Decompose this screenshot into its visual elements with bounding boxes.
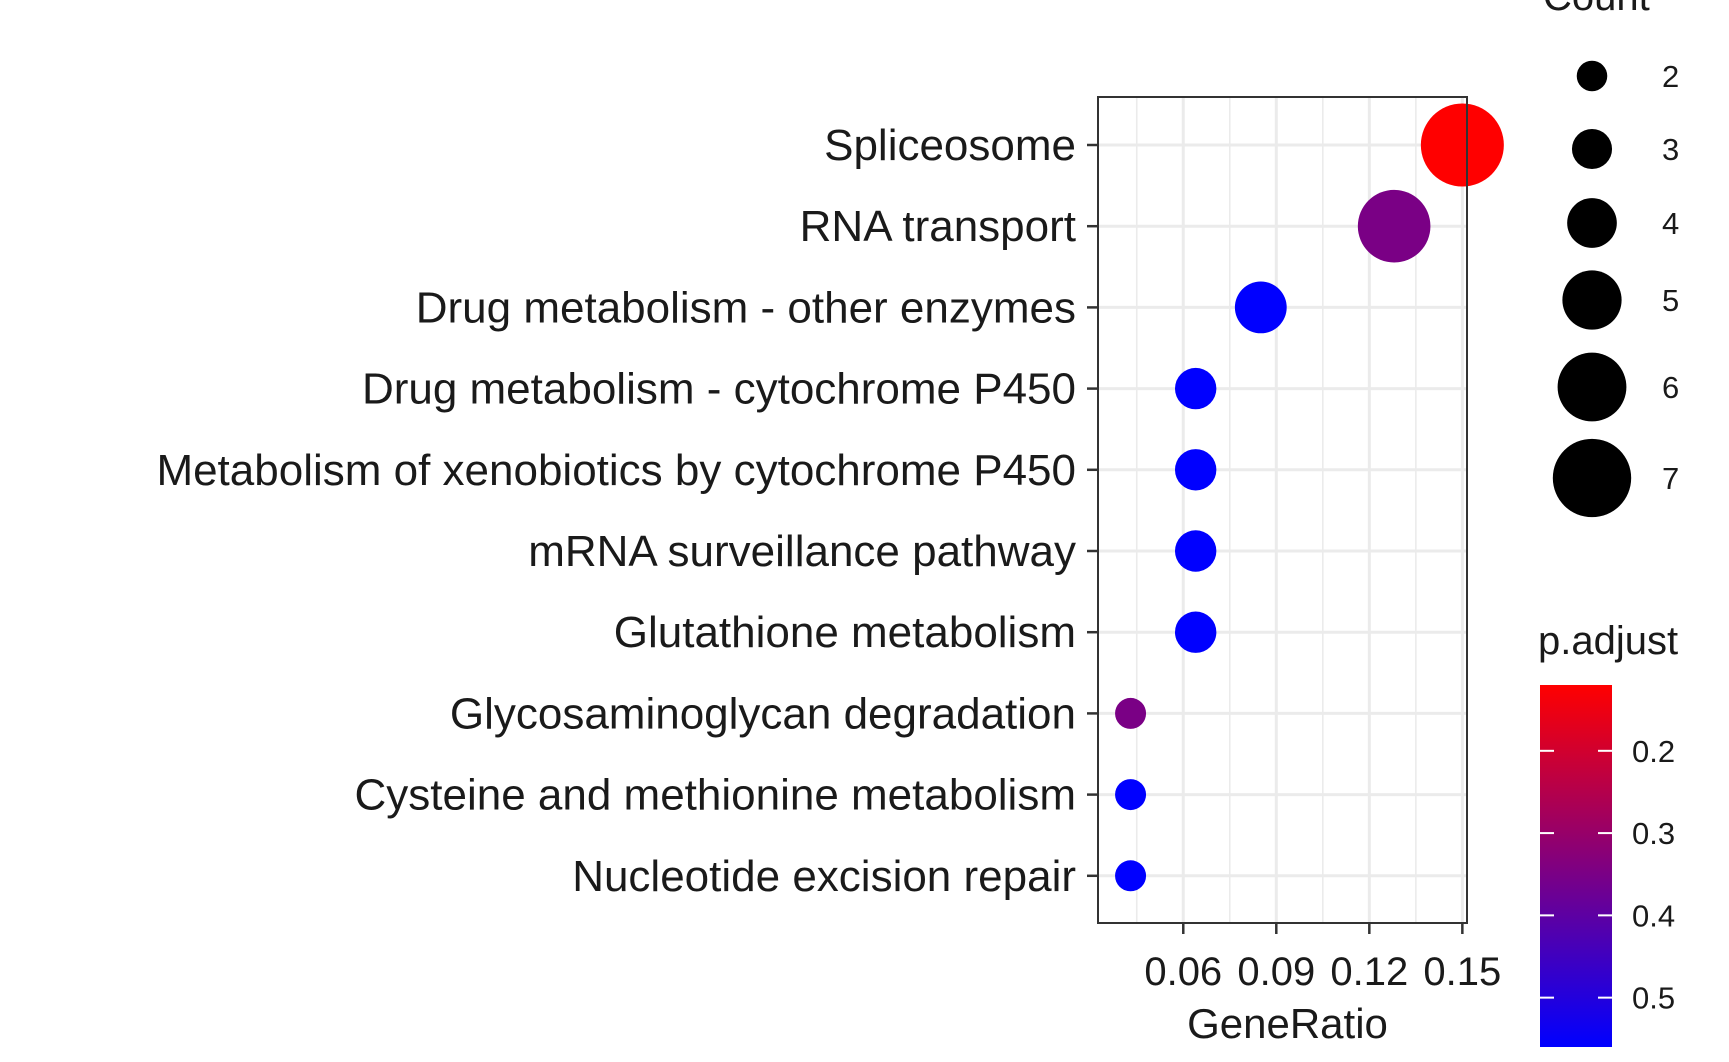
category-label: Spliceosome	[824, 121, 1076, 170]
x-axis-title: GeneRatio	[1187, 1000, 1388, 1047]
plot-panel	[1097, 96, 1504, 924]
data-point	[1115, 779, 1147, 811]
x-tick-label: 0.09	[1237, 950, 1315, 994]
category-label: Nucleotide excision repair	[572, 852, 1076, 901]
category-label: Drug metabolism - other enzymes	[416, 283, 1076, 332]
x-tick-label: 0.12	[1330, 950, 1408, 994]
data-point	[1174, 530, 1217, 572]
color-legend-title: p.adjust	[1538, 619, 1678, 663]
x-axis: 0.06 0.09 0.12 0.15	[1144, 923, 1501, 994]
size-legend-label: 6	[1662, 370, 1679, 405]
category-label: Cysteine and methionine metabolism	[355, 771, 1077, 820]
color-legend-label: 0.4	[1632, 898, 1675, 933]
size-legend-dot	[1557, 352, 1627, 422]
size-legend: Count 2 3 4 5 6 7	[1543, 0, 1679, 518]
size-legend-label: 3	[1662, 132, 1679, 167]
category-label: Metabolism of xenobiotics by cytochrome …	[156, 446, 1076, 495]
x-tick-label: 0.15	[1423, 950, 1501, 994]
category-label: Glycosaminoglycan degradation	[450, 689, 1076, 738]
size-legend-label: 2	[1662, 59, 1679, 94]
category-label: Glutathione metabolism	[614, 608, 1076, 657]
size-legend-label: 7	[1662, 461, 1679, 496]
color-legend-label: 0.2	[1632, 734, 1675, 769]
data-point	[1234, 281, 1287, 334]
data-point	[1174, 449, 1217, 491]
size-legend-title: Count	[1543, 0, 1650, 19]
data-point	[1115, 697, 1147, 729]
data-point	[1115, 860, 1147, 892]
data-point	[1174, 611, 1217, 653]
color-legend-label: 0.5	[1632, 981, 1675, 1016]
y-axis-labels: Spliceosome RNA transport Drug metabolism …	[156, 121, 1076, 901]
size-legend-dot	[1567, 198, 1617, 248]
data-point	[1357, 189, 1431, 263]
color-legend-bar	[1540, 685, 1612, 1047]
category-label: mRNA surveillance pathway	[528, 527, 1076, 576]
data-point	[1420, 103, 1504, 187]
size-legend-dot	[1576, 60, 1608, 92]
data-point	[1174, 367, 1217, 410]
color-legend-label: 0.3	[1632, 816, 1675, 851]
x-tick-label: 0.06	[1144, 950, 1222, 994]
color-legend: p.adjust 0.2 0.3 0.4 0.5	[1538, 619, 1678, 1047]
size-legend-dot	[1562, 270, 1622, 330]
panel-border	[1097, 96, 1468, 924]
size-legend-dot	[1552, 438, 1632, 518]
size-legend-dot	[1571, 128, 1613, 170]
category-label: RNA transport	[800, 202, 1076, 251]
category-label: Drug metabolism - cytochrome P450	[362, 365, 1076, 414]
data-points	[1115, 103, 1504, 892]
y-axis-ticks	[1087, 143, 1098, 878]
size-legend-label: 5	[1662, 283, 1679, 318]
size-legend-label: 4	[1662, 206, 1679, 241]
